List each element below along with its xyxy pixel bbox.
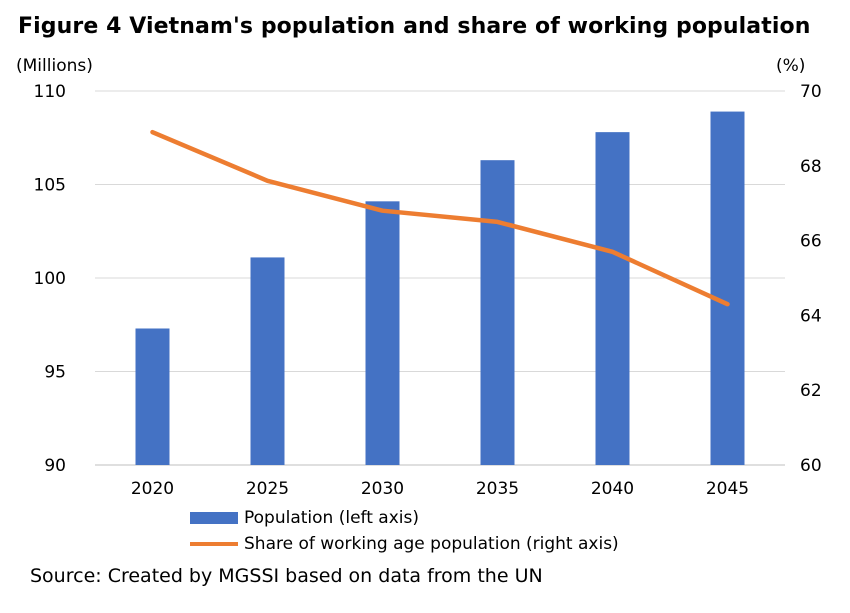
left-axis-unit: (Millions): [16, 56, 93, 76]
legend-line-swatch: [190, 542, 238, 546]
chart-title: Figure 4 Vietnam's population and share …: [18, 14, 811, 39]
x-tick-label: 2030: [361, 479, 404, 499]
gridlines: [95, 90, 785, 466]
population-bar: [135, 328, 170, 465]
x-tick-label: 2045: [706, 479, 749, 499]
legend-label-population: Population (left axis): [244, 508, 419, 528]
left-tick-label: 100: [34, 269, 66, 289]
x-tick-label: 2025: [246, 479, 289, 499]
right-tick-label: 70: [800, 82, 822, 102]
population-bar: [365, 201, 400, 465]
left-tick-label: 95: [44, 363, 66, 383]
legend: Population (left axis) Share of working …: [190, 505, 619, 557]
population-bar: [480, 160, 515, 465]
left-tick-label: 90: [44, 456, 66, 476]
population-bar: [595, 132, 630, 465]
right-axis-unit: (%): [776, 56, 806, 76]
right-tick-label: 66: [800, 232, 822, 252]
legend-item-population: Population (left axis): [190, 505, 619, 531]
left-tick-label: 110: [34, 82, 66, 102]
legend-bar-swatch: [190, 512, 238, 524]
population-bars: [135, 111, 745, 465]
population-bar: [710, 111, 745, 465]
population-bar: [250, 257, 285, 465]
share-line-layer: [150, 129, 730, 307]
x-tick-label: 2040: [591, 479, 634, 499]
right-tick-label: 64: [800, 306, 822, 326]
legend-label-share: Share of working age population (right a…: [244, 534, 619, 554]
legend-item-share: Share of working age population (right a…: [190, 531, 619, 557]
right-tick-label: 62: [800, 381, 822, 401]
right-tick-label: 68: [800, 157, 822, 177]
x-tick-label: 2020: [131, 479, 174, 499]
share-line: [150, 129, 730, 307]
axis-labels: 90 95 100 105 110 60 62 64 66 68 70 2020 2025 2030 203…: [34, 82, 822, 499]
x-tick-label: 2035: [476, 479, 519, 499]
left-tick-label: 105: [34, 176, 66, 196]
source-note: Source: Created by MGSSI based on data f…: [30, 565, 543, 587]
right-tick-label: 60: [800, 456, 822, 476]
